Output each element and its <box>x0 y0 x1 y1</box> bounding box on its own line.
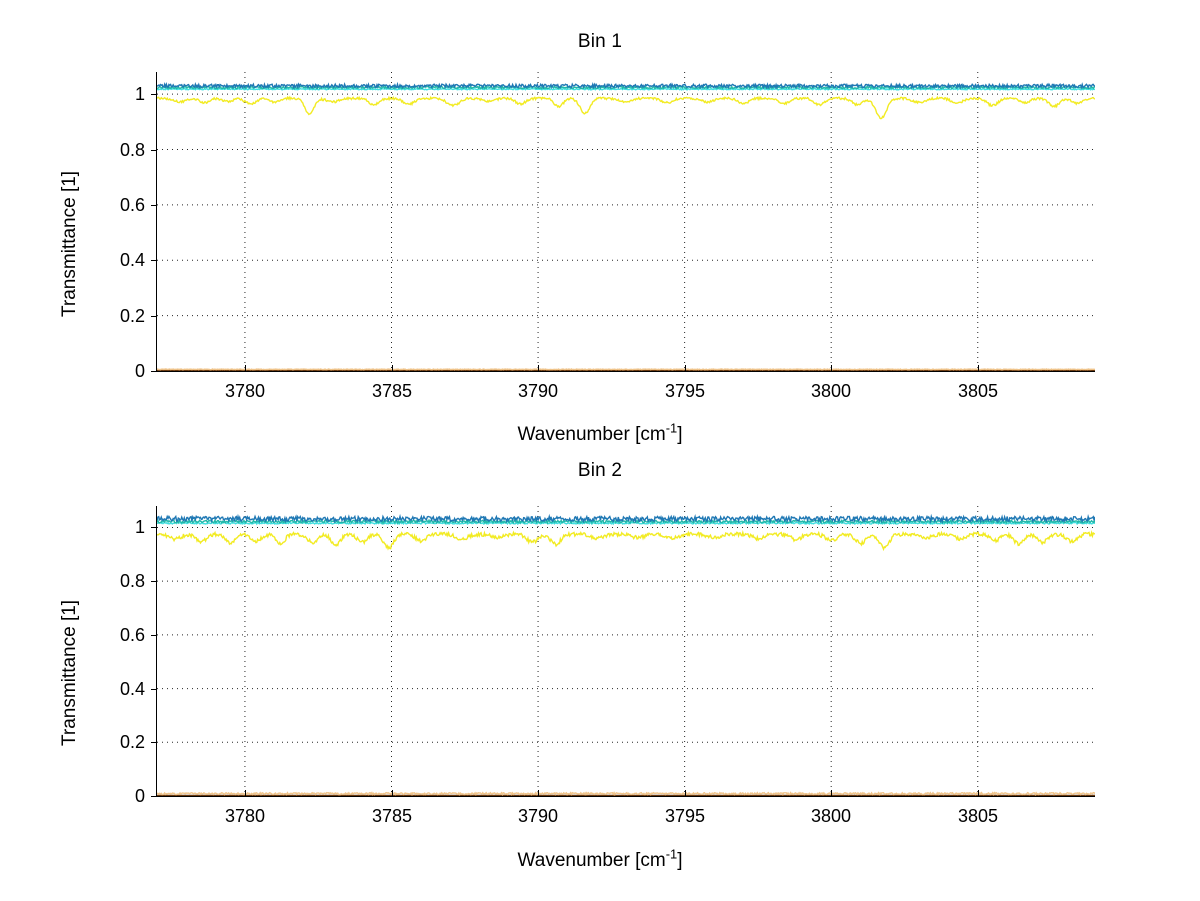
x-tick-mark <box>538 365 539 371</box>
y-tick-mark <box>151 527 157 528</box>
x-tick-label: 3780 <box>224 806 266 826</box>
x-axis-title-superscript: -1 <box>665 846 678 862</box>
spectra-canvas-bin-1 <box>157 72 1095 371</box>
y-tick-mark <box>151 742 157 743</box>
y-axis-spine <box>156 72 157 371</box>
x-tick-mark <box>538 790 539 796</box>
x-tick-label: 3790 <box>517 381 559 401</box>
y-tick-label: 0.6 <box>119 195 145 215</box>
x-tick-label: 3805 <box>957 806 999 826</box>
series-measured-spectrum-yellow <box>157 97 1095 118</box>
spectra-canvas-bin-2 <box>157 506 1095 796</box>
y-tick-label: 0.4 <box>119 679 145 699</box>
y-tick-label: 0.2 <box>119 306 145 326</box>
series-zero-baseline-tan <box>157 369 1095 370</box>
plot-area-bin-1: 0 0.2 0.4 0.6 0.8 1 3780 3785 3790 3795 3800 3805 Tr… <box>59 72 1095 401</box>
x-tick-mark <box>685 790 686 796</box>
y-tick-mark <box>151 796 157 797</box>
y-axis-title: Transmittance [1] <box>59 599 80 746</box>
x-axis-title-close: ] <box>677 424 683 445</box>
series-measured-spectrum-yellow <box>157 532 1095 549</box>
x-tick-mark <box>685 365 686 371</box>
plot-title-bin-1: Bin 1 <box>577 31 623 52</box>
y-tick-mark <box>151 689 157 690</box>
x-tick-label: 3795 <box>664 806 706 826</box>
y-axis-spine <box>156 506 157 796</box>
y-tick-mark <box>151 150 157 151</box>
y-tick-label: 1 <box>134 517 145 537</box>
y-tick-label: 0.8 <box>119 140 145 160</box>
x-tick-mark <box>831 365 832 371</box>
plot-panel-bin-1: Bin 1 0 0.2 0.4 0.6 0.8 1 3780 3785 3790 3795 3800… <box>0 31 1200 446</box>
x-tick-label: 3780 <box>224 381 266 401</box>
y-tick-label: 0 <box>134 786 145 806</box>
series-reference-spectrum-blue <box>157 84 1095 87</box>
series-zero-baseline-tan <box>157 793 1095 795</box>
plot-area-bin-2: 0 0.2 0.4 0.6 0.8 1 3780 3785 3790 3795 3800 3805 Tr… <box>59 506 1095 826</box>
y-tick-label: 0.4 <box>119 250 145 270</box>
x-axis-title-superscript: -1 <box>665 420 678 436</box>
y-tick-mark <box>151 94 157 95</box>
x-tick-label: 3795 <box>664 381 706 401</box>
x-tick-label: 3800 <box>810 806 852 826</box>
x-axis-title-base: Wavenumber [cm <box>517 850 666 871</box>
x-tick-label: 3785 <box>371 806 413 826</box>
x-tick-mark <box>245 790 246 796</box>
y-tick-mark <box>151 581 157 582</box>
y-tick-label: 0.6 <box>119 625 145 645</box>
x-tick-mark <box>392 365 393 371</box>
x-tick-mark <box>978 365 979 371</box>
y-tick-mark <box>151 260 157 261</box>
x-tick-label: 3800 <box>810 381 852 401</box>
y-axis-title: Transmittance [1] <box>59 170 80 317</box>
x-axis-title-close: ] <box>677 850 683 871</box>
x-tick-label: 3805 <box>957 381 999 401</box>
y-tick-mark <box>151 316 157 317</box>
x-axis-spine <box>156 371 1095 372</box>
x-axis-title-bin-1: Wavenumber [cm-1] <box>0 420 1200 446</box>
x-tick-mark <box>831 790 832 796</box>
series-reference-spectrum-blue <box>157 516 1095 521</box>
x-tick-mark <box>392 790 393 796</box>
x-axis-title-base: Wavenumber [cm <box>517 424 666 445</box>
y-tick-label: 1 <box>134 84 145 104</box>
y-tick-mark <box>151 635 157 636</box>
x-axis-title-bin-2: Wavenumber [cm-1] <box>0 846 1200 872</box>
y-tick-label: 0 <box>134 361 145 381</box>
y-tick-mark <box>151 205 157 206</box>
x-tick-mark <box>245 365 246 371</box>
x-axis-spine <box>156 796 1095 797</box>
plot-panel-bin-2: Bin 2 0 0.2 0.4 0.6 0.8 1 3780 3785 3790 3795 3800… <box>0 446 1200 901</box>
series-fit-spectrum-cyan <box>157 522 1095 524</box>
plot-title-bin-2: Bin 2 <box>577 460 623 481</box>
y-tick-label: 0.2 <box>119 732 145 752</box>
y-tick-label: 0.8 <box>119 571 145 591</box>
x-tick-mark <box>978 790 979 796</box>
x-tick-label: 3785 <box>371 381 413 401</box>
x-tick-label: 3790 <box>517 806 559 826</box>
y-tick-mark <box>151 371 157 372</box>
